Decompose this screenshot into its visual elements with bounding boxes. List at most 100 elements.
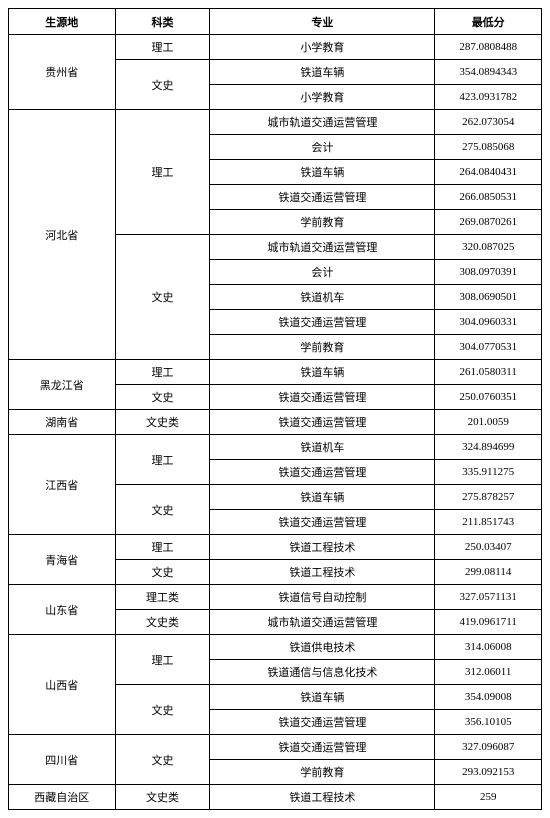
cell-origin: 江西省: [9, 435, 116, 535]
table-row: 黑龙江省理工铁道车辆261.0580311: [9, 360, 542, 385]
cell-origin: 河北省: [9, 110, 116, 360]
table-row: 西藏自治区文史类铁道工程技术259: [9, 785, 542, 810]
cell-major: 会计: [210, 135, 435, 160]
cell-category: 理工: [115, 535, 210, 560]
cell-origin: 山西省: [9, 635, 116, 735]
cell-major: 铁道车辆: [210, 360, 435, 385]
cell-score: 320.087025: [435, 235, 542, 260]
cell-origin: 贵州省: [9, 35, 116, 110]
cell-major: 铁道车辆: [210, 60, 435, 85]
cell-category: 理工: [115, 360, 210, 385]
cell-category: 文史: [115, 735, 210, 785]
cell-major: 学前教育: [210, 760, 435, 785]
cell-origin: 青海省: [9, 535, 116, 585]
cell-category: 文史: [115, 60, 210, 110]
cell-origin: 四川省: [9, 735, 116, 785]
cell-category: 文史: [115, 485, 210, 535]
cell-major: 会计: [210, 260, 435, 285]
cell-score: 308.0690501: [435, 285, 542, 310]
cell-major: 铁道工程技术: [210, 785, 435, 810]
cell-score: 324.894699: [435, 435, 542, 460]
cell-score: 419.0961711: [435, 610, 542, 635]
cell-score: 327.0571131: [435, 585, 542, 610]
table-row: 四川省文史铁道交通运营管理327.096087: [9, 735, 542, 760]
cell-major: 铁道供电技术: [210, 635, 435, 660]
cell-category: 文史类: [115, 410, 210, 435]
admission-score-table: 生源地 科类 专业 最低分 贵州省理工小学教育287.0808488文史铁道车辆…: [8, 8, 542, 810]
cell-category: 文史: [115, 235, 210, 360]
cell-score: 275.878257: [435, 485, 542, 510]
cell-score: 299.08114: [435, 560, 542, 585]
cell-major: 铁道交通运营管理: [210, 510, 435, 535]
cell-major: 城市轨道交通运营管理: [210, 235, 435, 260]
cell-score: 266.0850531: [435, 185, 542, 210]
cell-major: 铁道工程技术: [210, 560, 435, 585]
cell-major: 铁道交通运营管理: [210, 385, 435, 410]
cell-major: 铁道交通运营管理: [210, 735, 435, 760]
cell-major: 铁道交通运营管理: [210, 310, 435, 335]
cell-score: 269.0870261: [435, 210, 542, 235]
cell-score: 250.03407: [435, 535, 542, 560]
cell-major: 小学教育: [210, 35, 435, 60]
table-row: 河北省理工城市轨道交通运营管理262.073054: [9, 110, 542, 135]
cell-score: 250.0760351: [435, 385, 542, 410]
cell-score: 287.0808488: [435, 35, 542, 60]
cell-major: 铁道交通运营管理: [210, 410, 435, 435]
cell-score: 423.0931782: [435, 85, 542, 110]
cell-score: 327.096087: [435, 735, 542, 760]
cell-score: 201.0059: [435, 410, 542, 435]
cell-score: 304.0770531: [435, 335, 542, 360]
cell-score: 354.0894343: [435, 60, 542, 85]
cell-major: 铁道车辆: [210, 485, 435, 510]
cell-score: 293.092153: [435, 760, 542, 785]
cell-category: 理工: [115, 435, 210, 485]
cell-score: 264.0840431: [435, 160, 542, 185]
cell-category: 理工: [115, 35, 210, 60]
header-score: 最低分: [435, 9, 542, 35]
cell-major: 铁道交通运营管理: [210, 460, 435, 485]
cell-category: 理工: [115, 635, 210, 685]
cell-category: 文史: [115, 385, 210, 410]
cell-score: 354.09008: [435, 685, 542, 710]
cell-major: 小学教育: [210, 85, 435, 110]
cell-score: 312.06011: [435, 660, 542, 685]
cell-major: 铁道机车: [210, 435, 435, 460]
cell-origin: 黑龙江省: [9, 360, 116, 410]
cell-category: 文史: [115, 685, 210, 735]
cell-category: 理工类: [115, 585, 210, 610]
cell-major: 铁道车辆: [210, 685, 435, 710]
cell-major: 铁道工程技术: [210, 535, 435, 560]
cell-major: 铁道通信与信息化技术: [210, 660, 435, 685]
cell-score: 261.0580311: [435, 360, 542, 385]
cell-score: 275.085068: [435, 135, 542, 160]
cell-score: 304.0960331: [435, 310, 542, 335]
table-row: 青海省理工铁道工程技术250.03407: [9, 535, 542, 560]
cell-category: 文史类: [115, 785, 210, 810]
table-row: 山东省理工类铁道信号自动控制327.0571131: [9, 585, 542, 610]
cell-score: 211.851743: [435, 510, 542, 535]
cell-category: 理工: [115, 110, 210, 235]
cell-major: 铁道交通运营管理: [210, 710, 435, 735]
table-row: 湖南省文史类铁道交通运营管理201.0059: [9, 410, 542, 435]
cell-origin: 山东省: [9, 585, 116, 635]
cell-major: 铁道机车: [210, 285, 435, 310]
cell-major: 城市轨道交通运营管理: [210, 110, 435, 135]
cell-score: 308.0970391: [435, 260, 542, 285]
cell-category: 文史类: [115, 610, 210, 635]
cell-score: 335.911275: [435, 460, 542, 485]
cell-major: 城市轨道交通运营管理: [210, 610, 435, 635]
cell-major: 铁道信号自动控制: [210, 585, 435, 610]
cell-origin: 湖南省: [9, 410, 116, 435]
cell-major: 铁道交通运营管理: [210, 185, 435, 210]
header-major: 专业: [210, 9, 435, 35]
header-category: 科类: [115, 9, 210, 35]
table-row: 山西省理工铁道供电技术314.06008: [9, 635, 542, 660]
cell-major: 学前教育: [210, 335, 435, 360]
cell-origin: 西藏自治区: [9, 785, 116, 810]
cell-score: 356.10105: [435, 710, 542, 735]
cell-major: 铁道车辆: [210, 160, 435, 185]
table-row: 贵州省理工小学教育287.0808488: [9, 35, 542, 60]
cell-score: 314.06008: [435, 635, 542, 660]
cell-score: 262.073054: [435, 110, 542, 135]
table-row: 江西省理工铁道机车324.894699: [9, 435, 542, 460]
